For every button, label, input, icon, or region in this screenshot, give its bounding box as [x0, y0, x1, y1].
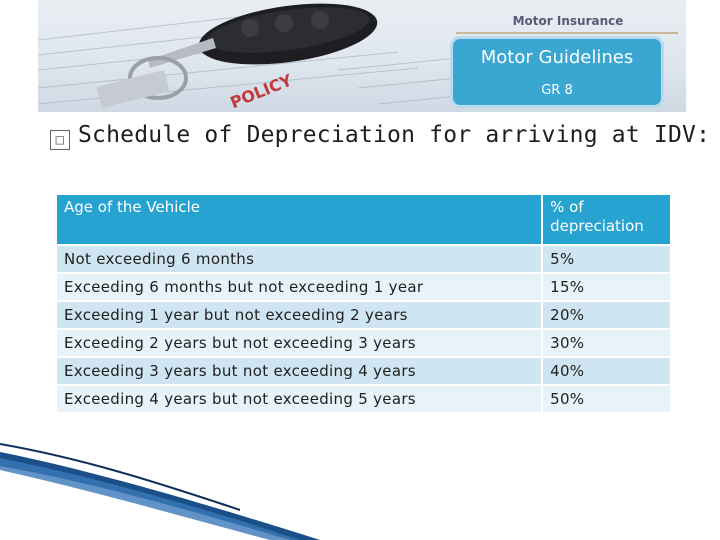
row-age: Exceeding 6 months but not exceeding 1 y… — [54, 272, 544, 302]
row-age: Exceeding 1 year but not exceeding 2 yea… — [54, 300, 544, 330]
table-row: Exceeding 6 months but not exceeding 1 y… — [54, 272, 672, 302]
row-percent: 40% — [541, 356, 672, 386]
depreciation-table: Age of the Vehicle % of depreciation Not… — [54, 193, 672, 414]
header-age: Age of the Vehicle — [54, 193, 544, 246]
heading-text: Schedule of Depreciation for arriving at… — [78, 122, 711, 148]
row-percent: 15% — [541, 272, 672, 302]
key-fob-icon — [198, 3, 378, 65]
row-age: Exceeding 2 years but not exceeding 3 ye… — [54, 328, 544, 358]
page-heading: □ Schedule of Depreciation for arriving a… — [50, 122, 710, 150]
car-key-illustration: POLICY — [38, 3, 459, 112]
brand-divider — [456, 32, 678, 34]
header-depreciation: % of depreciation — [541, 193, 672, 246]
decorative-swoosh — [0, 443, 320, 540]
row-age: Exceeding 3 years but not exceeding 4 ye… — [54, 356, 544, 386]
bullet-icon: □ — [50, 130, 70, 150]
guidelines-title: Motor Guidelines — [480, 47, 634, 68]
row-percent: 50% — [541, 384, 672, 414]
brand-title: Motor Insurance — [512, 14, 624, 28]
row-percent: 5% — [541, 244, 672, 274]
row-age: Not exceeding 6 months — [54, 244, 544, 274]
table-row: Not exceeding 6 months 5% — [54, 244, 672, 274]
header-banner: POLICY Motor Insurance Motor Guidelines … — [38, 0, 686, 112]
table-header-row: Age of the Vehicle % of depreciation — [54, 193, 672, 246]
row-percent: 20% — [541, 300, 672, 330]
guidelines-subtitle: GR 8 — [541, 83, 573, 98]
row-age: Exceeding 4 years but not exceeding 5 ye… — [54, 384, 544, 414]
row-percent: 30% — [541, 328, 672, 358]
table-row: Exceeding 3 years but not exceeding 4 ye… — [54, 356, 672, 386]
table-row: Exceeding 1 year but not exceeding 2 yea… — [54, 300, 672, 330]
table-row: Exceeding 2 years but not exceeding 3 ye… — [54, 328, 672, 358]
svg-text:POLICY: POLICY — [228, 70, 296, 112]
table-row: Exceeding 4 years but not exceeding 5 ye… — [54, 384, 672, 414]
guidelines-badge: Motor Guidelines GR 8 — [450, 36, 664, 108]
